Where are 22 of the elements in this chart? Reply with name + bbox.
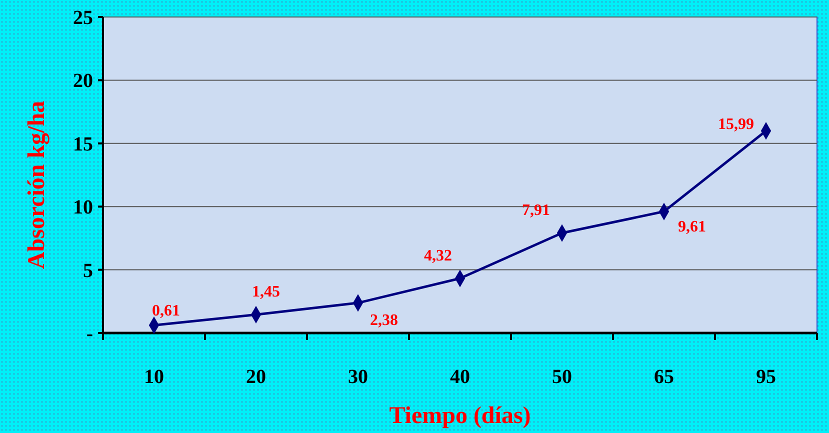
y-tick-label: -	[86, 323, 93, 345]
y-axis-title: Absorción kg/ha	[24, 100, 50, 270]
y-tick-label: 5	[83, 260, 93, 282]
x-tick-label: 20	[246, 366, 266, 388]
data-label: 15,99	[718, 116, 754, 133]
y-tick-label: 15	[73, 133, 93, 156]
x-tick-label: 30	[348, 366, 368, 388]
data-label: 7,91	[522, 202, 550, 220]
x-tick-label: 65	[654, 366, 674, 388]
data-label: 9,61	[678, 218, 706, 236]
x-tick-label: 95	[756, 366, 776, 388]
x-axis-title: Tiempo (días)	[389, 403, 531, 429]
data-label: 0,61	[152, 302, 180, 320]
x-tick-label: 50	[552, 366, 572, 388]
y-tick-label: 10	[73, 196, 93, 219]
y-tick-label: 20	[73, 70, 93, 92]
data-label: 4,32	[424, 247, 452, 264]
y-tick-label: 25	[73, 7, 93, 29]
data-label: 1,45	[252, 284, 280, 301]
data-label: 2,38	[370, 312, 398, 329]
x-tick-label: 40	[450, 366, 470, 388]
x-tick-label: 10	[144, 366, 164, 388]
